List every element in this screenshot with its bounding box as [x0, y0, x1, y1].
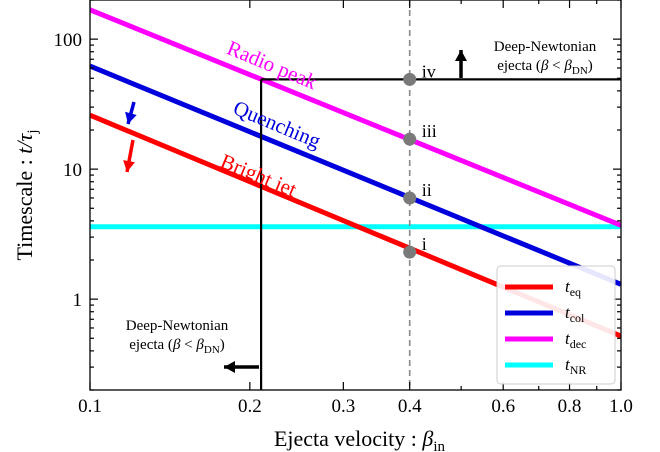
legend-label-dec: tdec: [565, 329, 586, 351]
axes: 0.1 0.2 0.3 0.4 0.6 0.8 1.0 1 10 100: [54, 0, 633, 417]
y-tick-label: 1: [73, 290, 83, 311]
dn-up-arrow: [455, 50, 467, 78]
point-label-iv: iv: [422, 61, 436, 81]
series-line-dec: [90, 7, 621, 228]
y-axis-label: Timescale : t/τj: [12, 129, 41, 260]
dn-note-bottom-line2: ejecta (β < βDN): [129, 337, 225, 356]
dn-note-top-line2: ejecta (β < βDN): [497, 58, 593, 77]
dn-note-bottom-line1: Deep-Newtonian: [126, 318, 229, 334]
x-axis-label: Ejecta velocity : βin: [274, 426, 446, 452]
axes-frame: [89, 0, 622, 391]
axis-labels: Ejecta velocity : βin Timescale : t/τj: [12, 129, 446, 452]
legend-label-col: tcol: [565, 303, 585, 325]
y-tick-label: 10: [63, 160, 82, 181]
quenching-arrow: [125, 101, 137, 125]
legend-label-nr: tNR: [565, 355, 586, 377]
point-label-ii: ii: [422, 180, 432, 200]
x-tick-label: 0.8: [558, 396, 582, 417]
x-tick-label: 0.4: [398, 396, 422, 417]
point-label-iii: iii: [422, 121, 437, 141]
x-tick-label: 0.1: [78, 396, 102, 417]
x-tick-label: 0.3: [331, 396, 355, 417]
y-tick-label: 100: [54, 30, 83, 51]
point-iii: [403, 132, 417, 146]
series-label-2: Bright jet: [217, 149, 300, 202]
legend-box: [496, 265, 616, 385]
legend: teq tcol tdec tNR: [496, 265, 616, 385]
dn-left-arrow: [224, 361, 259, 373]
point-label-i: i: [422, 234, 427, 254]
point-ii: [403, 191, 417, 205]
series-line-col: [90, 63, 621, 287]
x-tick-label: 1.0: [609, 396, 633, 417]
legend-label-eq: teq: [565, 277, 581, 299]
x-tick-label: 0.6: [491, 396, 515, 417]
annotations: Deep-Newtonian ejecta (β < βDN) Deep-Newto…: [123, 39, 597, 373]
x-tick-label: 0.2: [238, 396, 262, 417]
point-iv: [403, 72, 417, 86]
bright-jet-arrow: [123, 139, 135, 173]
dn-note-top-line1: Deep-Newtonian: [494, 39, 597, 55]
point-i: [403, 245, 417, 259]
